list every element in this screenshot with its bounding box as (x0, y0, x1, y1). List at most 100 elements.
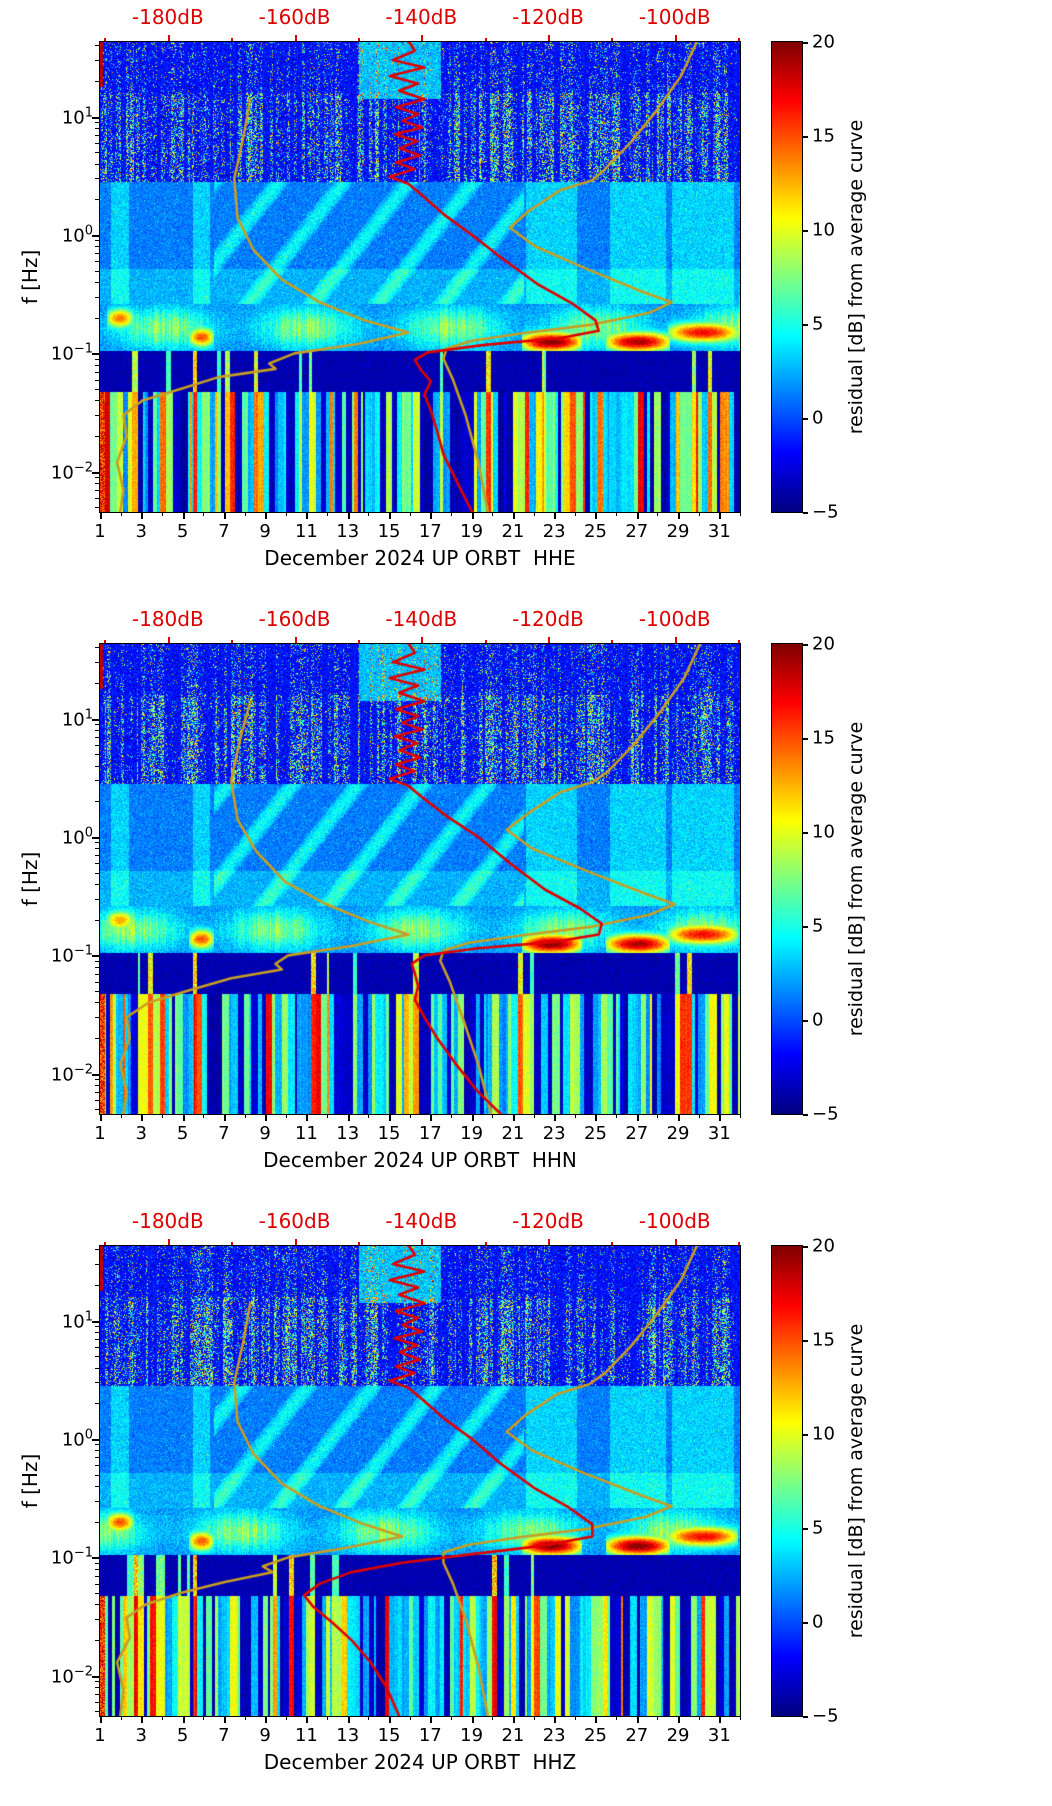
y-axis-tick (92, 955, 99, 957)
colorbar-tick (803, 1340, 808, 1342)
y-axis-minor-tick (95, 271, 99, 272)
x-tick-label: 23 (542, 521, 566, 542)
y-axis-tick (92, 235, 99, 237)
colorbar-tick (803, 1716, 808, 1718)
x-axis-tick (306, 513, 308, 519)
x-axis-tick (389, 1717, 391, 1723)
y-axis-minor-tick (95, 724, 99, 725)
top-axis-tick (611, 1242, 613, 1245)
x-tick-label: 25 (584, 1123, 607, 1144)
y-axis-minor-tick (95, 863, 99, 864)
x-axis-tick (554, 1717, 556, 1723)
y-axis-minor-tick (95, 261, 99, 262)
y-axis-minor-tick (95, 1694, 99, 1695)
top-axis-tick (358, 1242, 360, 1245)
y-axis-tick (92, 719, 99, 721)
colorbar-tick-label: 10 (812, 1423, 835, 1445)
x-axis-minor-tick (616, 1115, 617, 1118)
colorbar-tick (803, 512, 808, 514)
colorbar-tick-label: 15 (812, 1329, 835, 1351)
y-axis-minor-tick (95, 365, 99, 366)
x-axis-minor-tick (616, 513, 617, 516)
colorbar-title: residual [dB] from average curve (845, 1323, 867, 1639)
spectrogram-plot (99, 643, 741, 1115)
colorbar-tick-label: 0 (812, 1611, 824, 1633)
x-axis-minor-tick (368, 1717, 369, 1720)
y-axis-label: f [Hz] (18, 1453, 42, 1509)
colorbar (771, 1245, 803, 1717)
y-axis-minor-tick (95, 899, 99, 900)
top-axis-tick (104, 1242, 106, 1245)
colorbar (771, 643, 803, 1115)
x-axis-tick (637, 1717, 639, 1723)
x-tick-label: 3 (135, 1123, 148, 1144)
y-tick-label: 101 (61, 105, 93, 129)
y-axis-minor-tick (95, 359, 99, 360)
y-tick-exponent: −2 (73, 1062, 93, 1078)
x-axis-minor-tick (534, 1717, 535, 1720)
x-axis-minor-tick (451, 1115, 452, 1118)
top-axis-label: -120dB (512, 607, 584, 631)
x-axis-tick (141, 513, 143, 519)
x-tick-label: 13 (336, 521, 360, 542)
colorbar-tick-label: 10 (812, 821, 835, 843)
y-axis-minor-tick (95, 662, 99, 663)
x-axis-minor-tick (699, 1717, 700, 1720)
y-axis-minor-tick (95, 766, 99, 767)
y-axis-minor-tick (95, 1403, 99, 1404)
y-axis-minor-tick (95, 1475, 99, 1476)
y-tick-label: 100 (61, 223, 93, 247)
y-axis-minor-tick (95, 240, 99, 241)
x-axis-minor-tick (203, 513, 204, 516)
top-axis-label: -140dB (385, 1209, 458, 1233)
top-axis-label: -180dB (131, 5, 204, 29)
x-axis-minor-tick (575, 1717, 576, 1720)
y-axis-minor-tick (95, 1339, 99, 1340)
y-tick-exponent: −1 (73, 341, 93, 357)
colorbar-tick-label: 5 (812, 1517, 824, 1539)
y-axis-minor-tick (95, 730, 99, 731)
y-axis-minor-tick (95, 318, 99, 319)
x-axis-minor-tick (575, 1115, 576, 1118)
x-axis-tick (678, 513, 680, 519)
y-tick-exponent: 0 (84, 223, 93, 239)
x-axis-tick (224, 1115, 226, 1121)
x-axis-tick (306, 1717, 308, 1723)
colorbar-tick-label: 15 (812, 727, 835, 749)
x-tick-label: 23 (542, 1123, 566, 1144)
y-axis-minor-tick (95, 1326, 99, 1327)
top-axis-tick (168, 35, 170, 41)
x-axis-minor-tick (245, 1115, 246, 1118)
y-axis-minor-tick (95, 855, 99, 856)
colorbar-tick (803, 324, 808, 326)
colorbar-tick (803, 1246, 808, 1248)
y-axis-minor-tick (95, 647, 99, 648)
y-axis-minor-tick (95, 1100, 99, 1101)
y-axis-minor-tick (95, 297, 99, 298)
y-axis-minor-tick (95, 380, 99, 381)
y-tick-exponent: 1 (84, 707, 93, 723)
y-axis-minor-tick (95, 961, 99, 962)
colorbar-tick (803, 1020, 808, 1022)
y-axis-minor-tick (95, 1604, 99, 1605)
y-axis-minor-tick (95, 1109, 99, 1110)
x-axis-minor-tick (327, 1115, 328, 1118)
colorbar-tick-label: 5 (812, 915, 824, 937)
x-tick-label: 15 (377, 1725, 401, 1746)
y-tick-label: 10−2 (50, 1062, 93, 1086)
x-axis-minor-tick (575, 513, 576, 516)
x-axis-minor-tick (657, 1717, 658, 1720)
top-axis-label: -120dB (512, 1209, 584, 1233)
x-tick-label: 13 (336, 1725, 360, 1746)
top-axis-tick (421, 637, 423, 643)
colorbar-tick-label: 5 (812, 313, 824, 335)
x-axis-minor-tick (492, 1717, 493, 1720)
x-axis-title: December 2024 UP ORBT HHE (264, 546, 576, 570)
x-axis-minor-tick (368, 1115, 369, 1118)
spectrogram-canvas (100, 42, 740, 512)
x-tick-label: 13 (336, 1123, 360, 1144)
y-axis-minor-tick (95, 372, 99, 373)
x-axis-tick (637, 513, 639, 519)
y-tick-exponent: 0 (84, 1427, 93, 1443)
